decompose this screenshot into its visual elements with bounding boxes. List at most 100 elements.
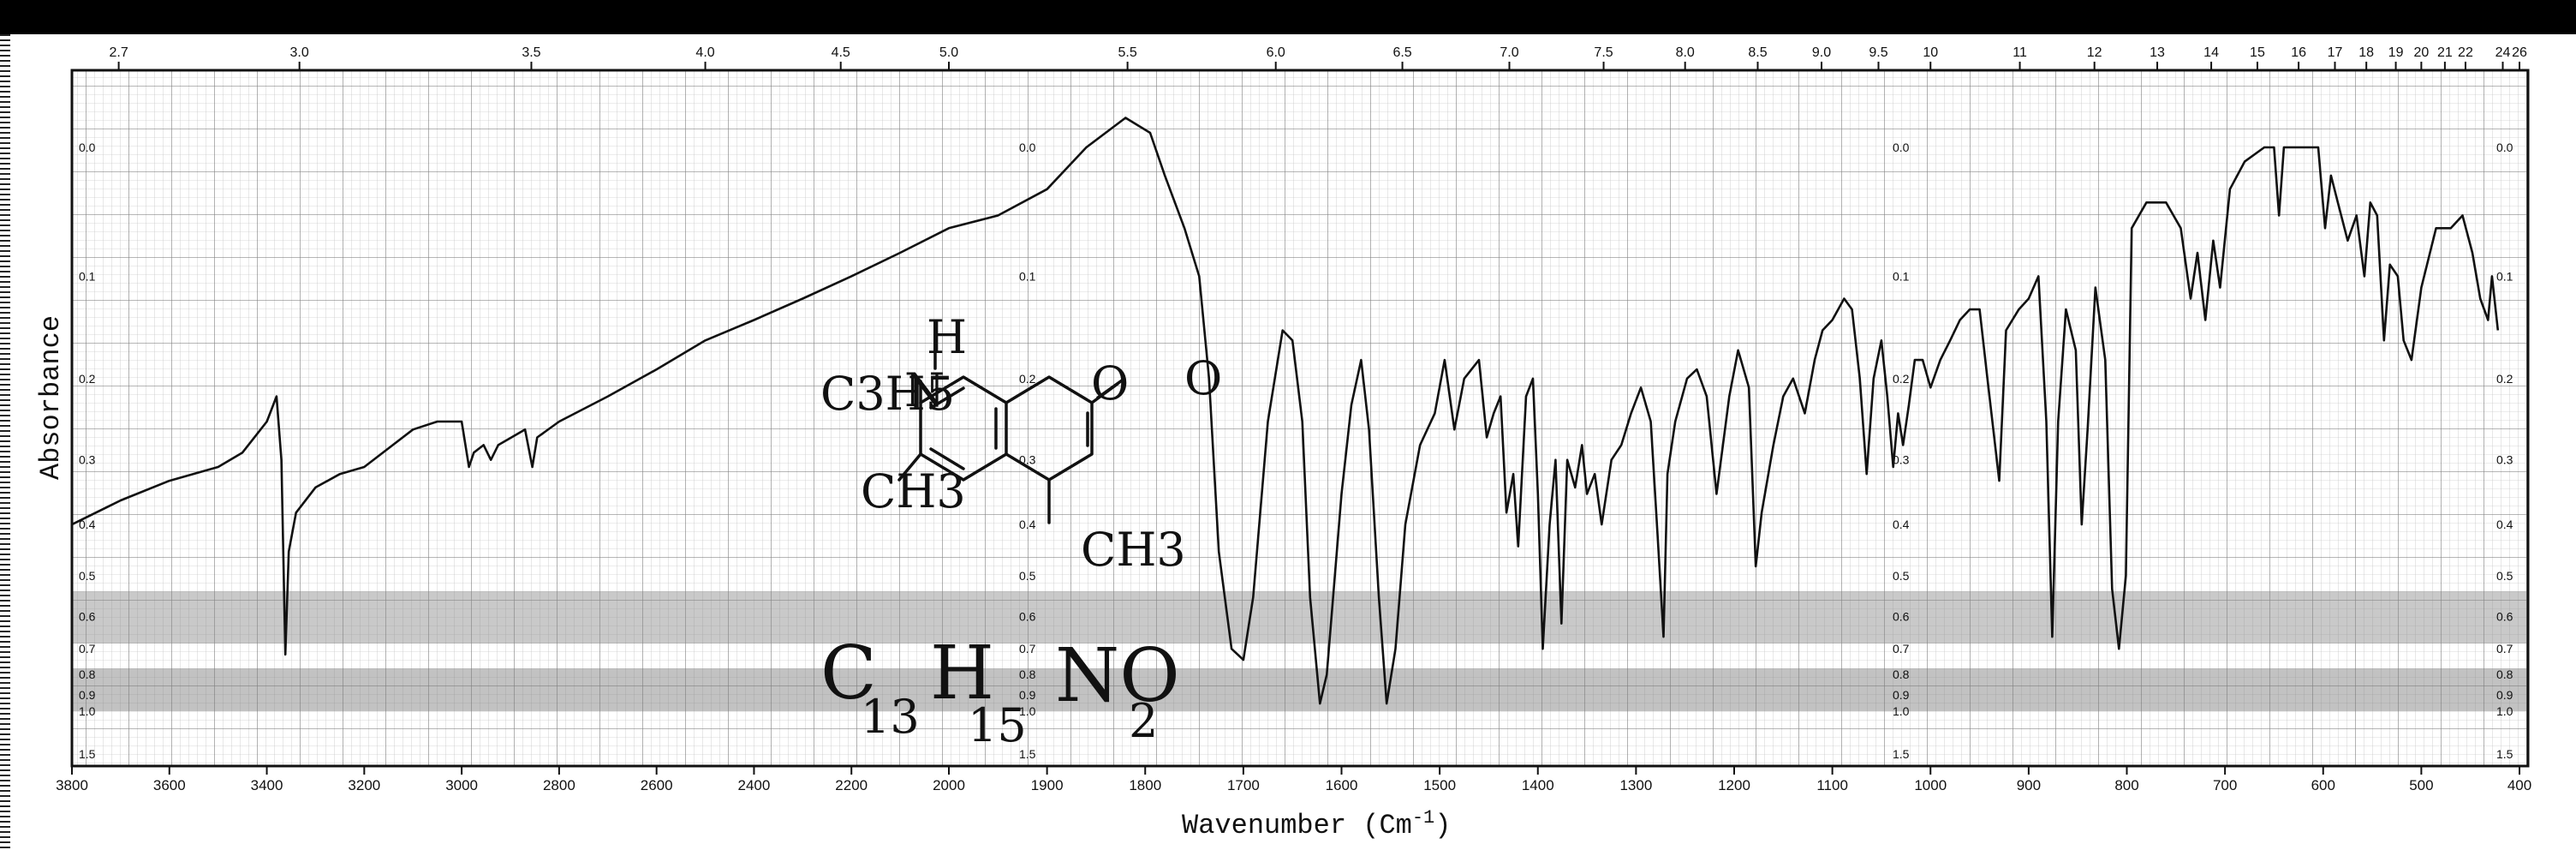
structure-keto-o-label: O — [1184, 351, 1222, 405]
carbonyl-bond — [1090, 379, 1124, 404]
bottom-tick-label: 2200 — [835, 777, 868, 793]
top-tick-label: 22 — [2458, 45, 2473, 60]
left-edge-strip — [0, 34, 10, 850]
absorbance-tick-label: 0.1 — [1893, 269, 1910, 283]
absorbance-tick-label: 1.5 — [1019, 747, 1036, 761]
absorbance-tick-label: 0.5 — [79, 569, 96, 583]
absorbance-tick-label: 1.5 — [79, 747, 96, 761]
absorbance-tick-label: 0.5 — [2496, 569, 2513, 583]
absorbance-tick-label: 0.7 — [1893, 642, 1910, 655]
absorbance-tick-label: 0.7 — [2496, 642, 2513, 655]
absorbance-tick-label: 0.3 — [2496, 453, 2513, 467]
spectrum-series — [71, 117, 2500, 705]
bottom-tick-label: 400 — [2507, 777, 2531, 793]
formula-c: C — [820, 631, 877, 716]
bottom-tick-label: 500 — [2409, 777, 2433, 793]
absorbance-tick-label: 0.4 — [2496, 518, 2513, 531]
top-tick-label: 20 — [2413, 45, 2429, 60]
absorbance-tick-label: 0.7 — [1019, 642, 1036, 655]
bottom-tick-label: 2000 — [933, 777, 965, 793]
absorbance-tick-label: 0.8 — [79, 667, 96, 681]
top-tick-label: 14 — [2203, 45, 2219, 60]
bottom-tick-label: 3400 — [251, 777, 283, 793]
svg-text:Wavenumber (Cm-1): Wavenumber (Cm-1) — [1182, 807, 1451, 841]
structure-labels: H C3H5 N O O CH3 CH3 — [820, 310, 1222, 577]
top-tick-label: 2.7 — [109, 45, 128, 60]
bottom-tick-label: 3000 — [445, 777, 478, 793]
absorbance-tick-label: 0.7 — [79, 642, 96, 655]
absorbance-tick-label: 1.5 — [2496, 747, 2513, 761]
absorbance-tick-label: 1.5 — [1893, 747, 1910, 761]
absorbance-tick-label: 0.4 — [79, 518, 96, 531]
structure-c3h5-label: C3H5 — [820, 367, 955, 421]
top-tick-label: 4.5 — [832, 45, 850, 60]
formula-h: H — [930, 631, 994, 716]
absorbance-tick-label: 0.5 — [1019, 569, 1036, 583]
bottom-tick-label: 1600 — [1326, 777, 1358, 793]
top-tick-label: 5.0 — [939, 45, 958, 60]
top-tick-label: 5.5 — [1118, 45, 1136, 60]
absorbance-tick-label: 0.2 — [1019, 372, 1036, 386]
top-tick-label: 7.0 — [1500, 45, 1518, 60]
bottom-tick-label: 1500 — [1423, 777, 1456, 793]
top-tick-label: 21 — [2437, 45, 2453, 60]
absorbance-tick-label: 1.0 — [1893, 704, 1910, 718]
structure-h-label: H — [927, 310, 967, 364]
bottom-tick-label: 1400 — [1522, 777, 1554, 793]
structure-ring-o-label: O — [1091, 356, 1129, 410]
pyranone-ring — [1005, 375, 1094, 482]
bottom-tick-label: 800 — [2114, 777, 2138, 793]
structure-ch3-bottom-label: CH3 — [1081, 523, 1186, 577]
top-tick-label: 12 — [2087, 45, 2102, 60]
top-tick-label: 18 — [2358, 45, 2374, 60]
absorbance-tick-label: 0.6 — [1019, 609, 1036, 623]
top-tick-label: 4.0 — [695, 45, 714, 60]
dark-band-lower — [72, 668, 2528, 711]
top-tick-label: 26 — [2512, 45, 2527, 60]
top-tick-label: 13 — [2150, 45, 2165, 60]
x-axis-title-exponent: -1 — [1412, 807, 1434, 829]
absorbance-tick-label: 0.2 — [1893, 372, 1910, 386]
top-tick-label: 10 — [1923, 45, 1938, 60]
x-axis-title: Wavenumber (Cm-1) — [1182, 807, 1451, 841]
absorbance-scales: 0.0 0.1 0.2 0.3 0.4 0.5 0.6 0.7 0.8 0.9 1.0 1.5 0.0 0… — [79, 141, 2513, 761]
bottom-tick-label: 3600 — [153, 777, 186, 793]
plot-frame — [70, 69, 2530, 768]
absorbance-tick-label: 0.1 — [1019, 269, 1036, 283]
absorbance-tick-label: 0.3 — [1893, 453, 1910, 467]
absorbance-tick-label: 0.9 — [79, 688, 96, 702]
x-axis-title-text: Wavenumber (Cm — [1182, 810, 1412, 841]
top-tick-label: 8.0 — [1676, 45, 1695, 60]
bottom-tick-label: 700 — [2213, 777, 2237, 793]
formula-c-sub: 13 — [861, 690, 920, 744]
absorbance-tick-label: 0.0 — [2496, 141, 2513, 154]
top-tick-label: 6.5 — [1392, 45, 1411, 60]
absorbance-tick-label: 0.4 — [1893, 518, 1910, 531]
bottom-wavenumber-axis: 3800 3600 3400 3200 3000 2800 2600 2400 2200 2000… — [56, 766, 2531, 793]
top-tick-label: 15 — [2250, 45, 2265, 60]
absorbance-tick-label: 0.8 — [1019, 667, 1036, 681]
top-tick-label: 3.0 — [290, 45, 309, 60]
bottom-tick-label: 2600 — [641, 777, 673, 793]
top-wavelength-axis: 2.7 3.0 3.5 4.0 4.5 5.0 5.5 6.0 6.5 7.0 7.5 8.0 8.5 9… — [109, 45, 2527, 70]
bottom-tick-label: 1300 — [1619, 777, 1652, 793]
absorbance-tick-label: 0.1 — [2496, 269, 2513, 283]
bottom-tick-label: 2800 — [543, 777, 575, 793]
spectrum-line — [71, 117, 2500, 705]
molecule-structure-drawing — [897, 345, 1124, 524]
formula-no-sub: 2 — [1129, 694, 1158, 748]
bottom-tick-label: 2400 — [738, 777, 771, 793]
bottom-tick-label: 1700 — [1227, 777, 1260, 793]
top-tick-label: 24 — [2496, 45, 2511, 60]
absorbance-tick-label: 0.6 — [2496, 609, 2513, 623]
bottom-tick-label: 1000 — [1914, 777, 1947, 793]
methyl-bond-left — [897, 452, 922, 482]
x-axis-title-close: ) — [1434, 810, 1451, 841]
bottom-tick-label: 1200 — [1718, 777, 1750, 793]
absorbance-tick-label: 0.6 — [1893, 609, 1910, 623]
bottom-tick-label: 3800 — [56, 777, 88, 793]
top-tick-label: 16 — [2291, 45, 2306, 60]
absorbance-tick-label: 1.0 — [1019, 704, 1036, 718]
molecular-formula: C 13 H 15 NO 2 — [820, 631, 1180, 752]
